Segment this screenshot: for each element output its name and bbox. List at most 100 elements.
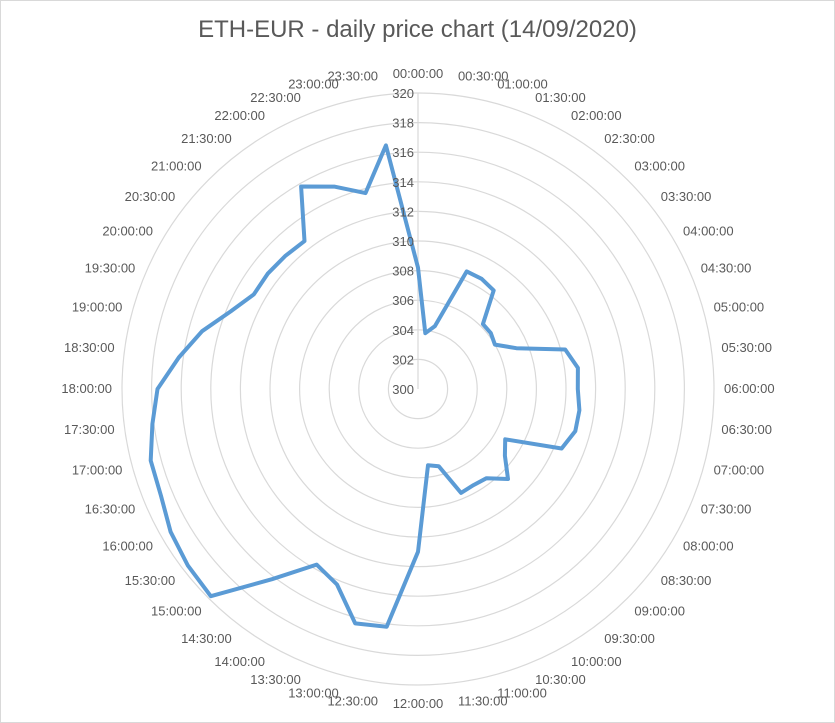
radial-tick-label: 300 (392, 382, 414, 397)
category-label: 18:30:00 (64, 340, 115, 355)
data-point (177, 356, 181, 359)
data-point (433, 324, 437, 328)
category-label: 01:30:00 (535, 90, 586, 105)
data-point (229, 309, 233, 313)
data-point (353, 621, 357, 625)
category-label: 15:00:00 (151, 604, 202, 619)
category-label: 15:30:00 (125, 573, 176, 588)
category-label: 16:00:00 (102, 539, 153, 554)
category-label: 18:00:00 (61, 381, 112, 396)
data-point (493, 343, 497, 347)
radial-tick-label: 312 (392, 204, 414, 219)
category-label: 20:30:00 (125, 189, 176, 204)
category-label: 17:30:00 (64, 422, 115, 437)
category-label: 04:00:00 (683, 224, 734, 239)
data-point (303, 239, 306, 243)
category-label: 16:30:00 (85, 502, 136, 517)
category-label: 02:30:00 (604, 131, 655, 146)
category-label: 03:00:00 (634, 158, 685, 173)
data-point (485, 476, 488, 480)
radial-tick-label: 304 (392, 323, 414, 338)
category-label: 12:30:00 (327, 693, 378, 708)
data-point (480, 277, 484, 281)
category-label: 23:00:00 (288, 77, 339, 92)
radial-tick-label: 316 (392, 145, 414, 160)
category-label: 20:00:00 (102, 224, 153, 239)
data-point (577, 408, 581, 412)
data-point (315, 563, 319, 567)
category-label: 06:00:00 (724, 381, 775, 396)
series-line-0 (148, 143, 582, 629)
category-label: 08:00:00 (683, 539, 734, 554)
category-label: 08:30:00 (661, 573, 712, 588)
data-point (416, 550, 420, 554)
data-point (576, 366, 580, 370)
data-point (563, 348, 567, 351)
data-point (437, 464, 441, 468)
data-point (186, 564, 190, 568)
category-label: 00:00:00 (393, 66, 444, 81)
radial-tick-labels: 300 302 304 306 308 310 312 314 316 318 320 (392, 86, 414, 397)
category-label: 17:00:00 (72, 463, 123, 478)
data-point (472, 483, 475, 487)
category-label: 09:00:00 (634, 604, 685, 619)
category-label: 10:30:00 (535, 672, 586, 687)
data-point (283, 254, 287, 258)
data-point (489, 331, 493, 335)
series-layer (148, 143, 582, 629)
category-label: 10:00:00 (571, 654, 622, 669)
category-label: 19:00:00 (72, 299, 123, 314)
data-point (576, 387, 580, 391)
category-label: 13:00:00 (288, 685, 339, 700)
radial-tick-label: 310 (392, 234, 414, 249)
data-point (459, 491, 463, 495)
data-point (332, 185, 336, 189)
category-label: 14:30:00 (181, 631, 232, 646)
data-point (503, 454, 507, 458)
data-point (200, 329, 204, 333)
data-point (492, 288, 496, 292)
data-point (252, 292, 256, 296)
category-label: 22:00:00 (214, 108, 265, 123)
data-point (503, 437, 507, 441)
data-point (560, 447, 564, 450)
radial-tick-label: 314 (392, 175, 414, 190)
data-point (299, 185, 303, 188)
data-point (209, 594, 213, 598)
data-point (335, 583, 339, 586)
data-point (384, 143, 388, 147)
category-label: 03:30:00 (661, 189, 712, 204)
category-label: 05:00:00 (714, 299, 765, 314)
category-label: 21:00:00 (151, 158, 202, 173)
data-point (385, 625, 389, 629)
category-label: 14:00:00 (214, 654, 265, 669)
radial-tick-label: 302 (392, 352, 414, 367)
data-point (364, 191, 367, 195)
category-label: 07:00:00 (714, 463, 765, 478)
data-point (481, 322, 485, 326)
category-label: 05:30:00 (721, 340, 772, 355)
category-label: 02:00:00 (571, 108, 622, 123)
category-label: 22:30:00 (250, 90, 301, 105)
radial-tick-label: 320 (392, 86, 414, 101)
category-label: 00:30:00 (458, 69, 509, 84)
chart-title: ETH-EUR - daily price chart (14/09/2020) (198, 16, 637, 43)
data-point (423, 331, 427, 335)
category-label: 11:00:00 (497, 685, 547, 700)
data-point (514, 346, 518, 350)
data-point (169, 530, 173, 534)
category-label: 09:30:00 (604, 631, 655, 646)
category-label: 06:30:00 (721, 422, 772, 437)
data-point (159, 494, 163, 497)
data-point (573, 429, 577, 433)
data-point (270, 577, 274, 581)
data-point (426, 463, 430, 467)
data-point (465, 269, 469, 273)
category-label: 12:00:00 (393, 696, 444, 711)
category-label: 21:30:00 (181, 131, 232, 146)
data-point (149, 459, 153, 463)
category-label: 19:30:00 (85, 260, 136, 275)
radial-tick-label: 318 (392, 116, 414, 131)
